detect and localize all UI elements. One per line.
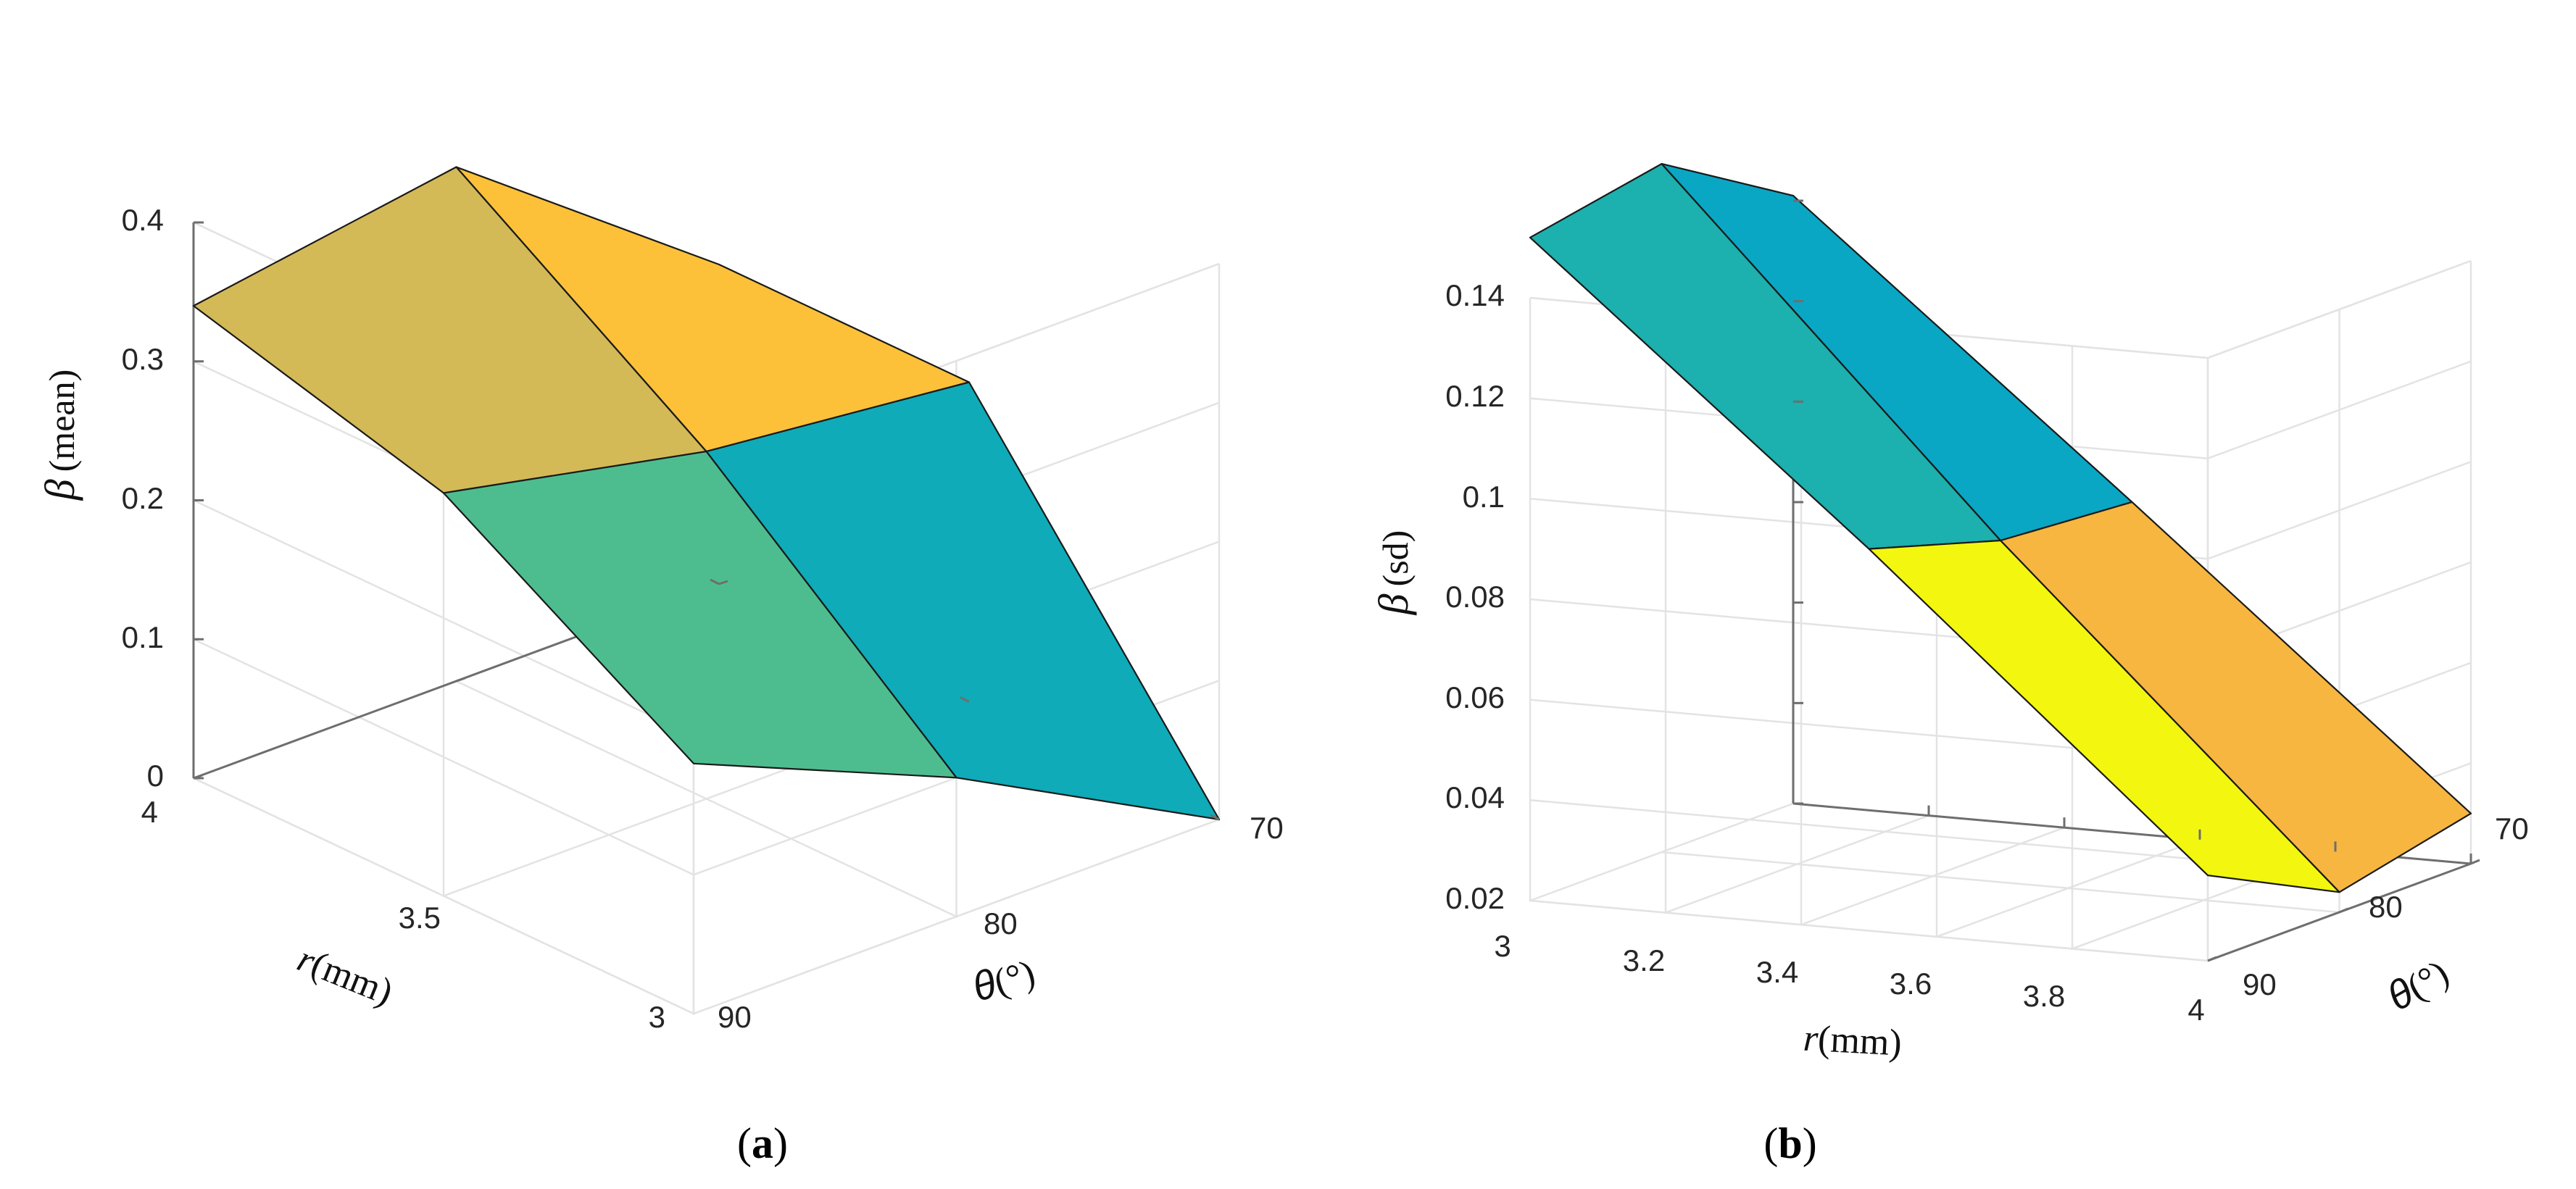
chart-a-theta-tick: 80	[984, 906, 1018, 940]
chart-b-r-tick: 3.8	[2023, 979, 2065, 1013]
chart-b-z-tick: 0.12	[1445, 379, 1505, 413]
chart-a-theta-ticks: 70 80 90	[718, 811, 1284, 1034]
chart-a-z-tick: 0.1	[122, 620, 164, 654]
chart-b-theta-tick: 70	[2495, 812, 2529, 846]
chart-b-z-label: β(sd)	[1370, 530, 1417, 616]
chart-a-r-tick: 4	[141, 795, 158, 829]
chart-b-r-tick: 3.4	[1756, 955, 1798, 989]
chart-a-z-tick: 0	[147, 759, 164, 793]
chart-a-r-tick: 3.5	[399, 901, 441, 935]
chart-a-r-tick: 3	[649, 1000, 665, 1034]
chart-b-r-tick: 3.6	[1890, 967, 1932, 1001]
surface-patch	[442, 450, 957, 779]
chart-a-theta-tick: 90	[718, 1000, 752, 1034]
chart-b-r-tick: 4	[2187, 993, 2204, 1027]
surface-patch	[1868, 539, 2340, 893]
chart-a-theta-label: θ(°)	[967, 948, 1039, 1010]
chart-a-surface	[192, 166, 1221, 821]
chart-b-z-tick: 0.08	[1445, 580, 1505, 614]
theta-tick-mark	[718, 580, 728, 585]
chart-a-z-tick: 0.3	[122, 342, 164, 376]
chart-b-theta-label: θ(°)	[2379, 948, 2456, 1019]
chart-a: 0 0.1 0.2 0.3 0.4 4 3.5 3 70 80 90 β(mea…	[36, 166, 1284, 1167]
chart-b-theta-ticks: 70 80 90	[2243, 812, 2529, 1001]
chart-b-theta-tick: 80	[2369, 890, 2403, 924]
chart-b: 0.02 0.04 0.06 0.08 0.1 0.12 0.14 3 3.2 …	[1370, 163, 2529, 1167]
chart-b-r-tick: 3	[1494, 929, 1511, 963]
chart-b-tick-marks	[1792, 199, 2480, 962]
chart-b-surface	[1529, 163, 2472, 893]
chart-b-z-tick: 0.04	[1445, 780, 1505, 814]
chart-b-theta-tick: 90	[2243, 967, 2277, 1001]
theta-tick-mark	[2470, 859, 2480, 865]
theta-tick-mark	[2207, 956, 2217, 962]
r-tick-mark	[960, 696, 970, 703]
chart-b-r-label: r(mm)	[1803, 1018, 1903, 1064]
theta-tick-mark	[456, 677, 465, 683]
chart-a-z-tick: 0.4	[122, 203, 164, 237]
chart-a-r-ticks: 4 3.5 3	[141, 795, 665, 1034]
theta-tick-mark	[193, 774, 203, 780]
chart-b-z-tick: 0.06	[1445, 680, 1505, 714]
chart-a-z-ticks: 0 0.1 0.2 0.3 0.4	[122, 203, 164, 793]
chart-b-r-ticks: 3 3.2 3.4 3.6 3.8 4	[1494, 929, 2204, 1027]
chart-b-caption: (b)	[1763, 1119, 1816, 1167]
chart-a-z-tick: 0.2	[122, 481, 164, 515]
chart-a-r-label: r(mm)	[292, 938, 399, 1014]
chart-a-caption: (a)	[737, 1119, 788, 1167]
r-tick-mark	[710, 578, 720, 585]
r-tick-mark	[1210, 814, 1220, 821]
chart-b-z-ticks: 0.02 0.04 0.06 0.08 0.1 0.12 0.14	[1445, 278, 1505, 915]
chart-b-z-tick: 0.1	[1463, 480, 1505, 514]
chart-a-z-label: β(mean)	[36, 370, 83, 501]
chart-a-tick-marks	[193, 221, 1220, 821]
chart-a-theta-tick: 70	[1250, 811, 1284, 845]
theta-tick-mark	[2338, 907, 2349, 914]
chart-b-z-tick: 0.02	[1445, 881, 1505, 915]
chart-b-z-tick: 0.14	[1445, 278, 1505, 312]
chart-b-r-tick: 3.2	[1623, 943, 1665, 977]
